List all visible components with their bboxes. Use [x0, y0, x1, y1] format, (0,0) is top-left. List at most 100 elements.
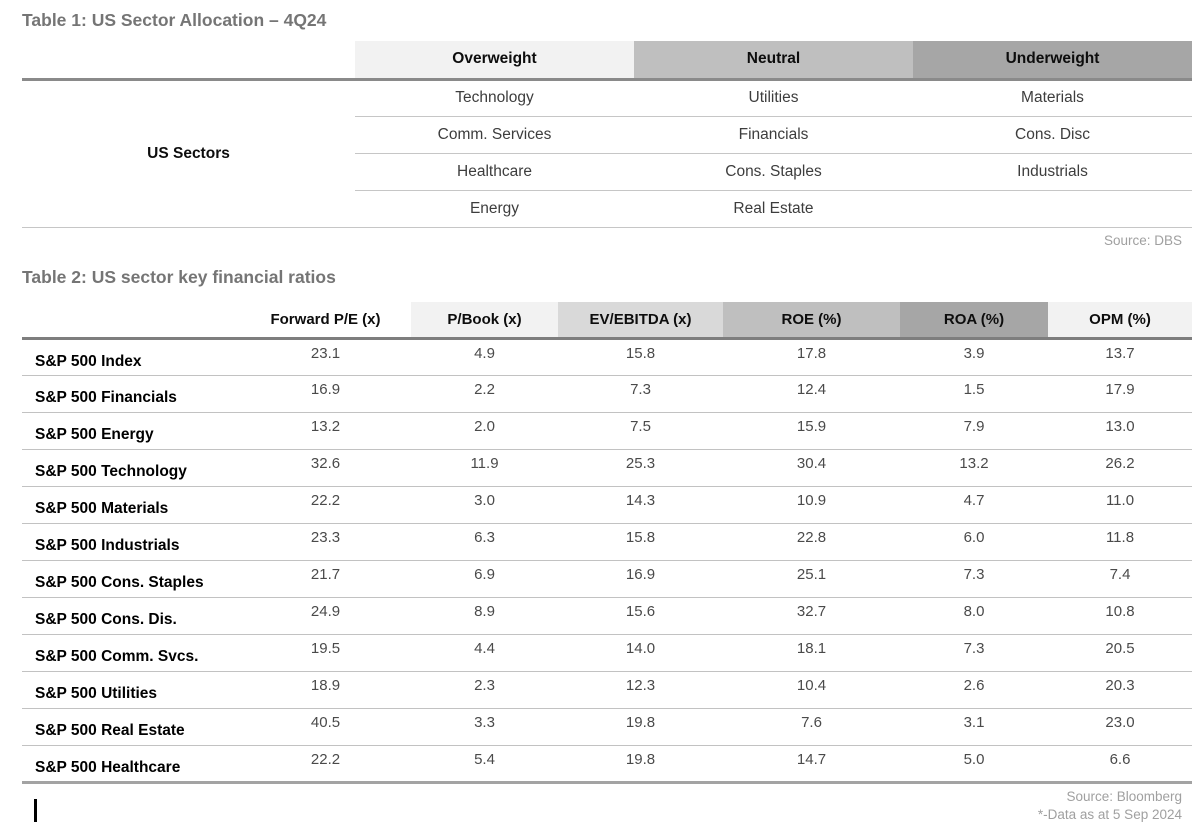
- table-header-row: Overweight Neutral Underweight: [22, 41, 1192, 81]
- cell: 11.9: [411, 449, 558, 487]
- cell: 19.8: [558, 745, 723, 784]
- cell: 20.5: [1048, 634, 1192, 672]
- cell: 3.0: [411, 486, 558, 524]
- table2-source-note: Source: Bloomberg: [1066, 789, 1182, 804]
- cell: Financials: [634, 116, 913, 154]
- row-label: S&P 500 Utilities: [22, 671, 240, 709]
- cell: 3.1: [900, 708, 1048, 746]
- cell: 16.9: [558, 560, 723, 598]
- row-label: S&P 500 Industrials: [22, 523, 240, 561]
- row-label: S&P 500 Cons. Dis.: [22, 597, 240, 635]
- cell: Industrials: [913, 153, 1192, 191]
- row-label: S&P 500 Cons. Staples: [22, 560, 240, 598]
- row-label: S&P 500 Financials: [22, 375, 240, 413]
- cell: 4.7: [900, 486, 1048, 524]
- cell: [913, 190, 1192, 227]
- table1-title: Table 1: US Sector Allocation – 4Q24: [22, 10, 327, 30]
- table-row: S&P 500 Comm. Svcs. 19.5 4.4 14.0 18.1 7…: [22, 634, 1192, 672]
- cell: 18.9: [240, 671, 411, 709]
- cell: 4.4: [411, 634, 558, 672]
- cell: 15.8: [558, 338, 723, 376]
- column-header-neutral: Neutral: [634, 41, 913, 81]
- cell: 23.3: [240, 523, 411, 561]
- cell: 22.8: [723, 523, 900, 561]
- cell: 20.3: [1048, 671, 1192, 709]
- cell: 8.9: [411, 597, 558, 635]
- cell: 18.1: [723, 634, 900, 672]
- cell: 7.3: [558, 375, 723, 413]
- cell: 26.2: [1048, 449, 1192, 487]
- table2-footer: Source: Bloomberg *-Data as at 5 Sep 202…: [22, 784, 1192, 824]
- table-row: S&P 500 Energy 13.2 2.0 7.5 15.9 7.9 13.…: [22, 412, 1192, 450]
- row-label: S&P 500 Real Estate: [22, 708, 240, 746]
- cell: 13.2: [240, 412, 411, 450]
- cell: 11.8: [1048, 523, 1192, 561]
- table-row: S&P 500 Healthcare 22.2 5.4 19.8 14.7 5.…: [22, 745, 1192, 784]
- cell: Materials: [913, 79, 1192, 117]
- cell: 11.0: [1048, 486, 1192, 524]
- table1-source-note: Source: DBS: [1103, 232, 1182, 248]
- cell: 8.0: [900, 597, 1048, 635]
- table2-title: Table 2: US sector key financial ratios: [22, 266, 336, 287]
- cell: Comm. Services: [355, 116, 634, 154]
- cell: 14.7: [723, 745, 900, 784]
- table-header-row: Forward P/E (x) P/Book (x) EV/EBITDA (x)…: [22, 301, 1192, 340]
- cell: Utilities: [634, 79, 913, 117]
- column-header-overweight: Overweight: [355, 41, 634, 81]
- cell: 10.4: [723, 671, 900, 709]
- cell: 6.6: [1048, 745, 1192, 784]
- table-row: S&P 500 Index 23.1 4.9 15.8 17.8 3.9 13.…: [22, 338, 1192, 376]
- cell: 3.9: [900, 338, 1048, 376]
- cell: 7.9: [900, 412, 1048, 450]
- cell: 13.7: [1048, 338, 1192, 376]
- cell: Healthcare: [355, 153, 634, 191]
- cell: 17.9: [1048, 375, 1192, 413]
- table-row: US Sectors Technology Utilities Material…: [22, 79, 1192, 162]
- cell: 23.1: [240, 338, 411, 376]
- row-label: S&P 500 Technology: [22, 449, 240, 487]
- table-row: S&P 500 Utilities 18.9 2.3 12.3 10.4 2.6…: [22, 671, 1192, 709]
- row-label: S&P 500 Energy: [22, 412, 240, 450]
- row-label: S&P 500 Comm. Svcs.: [22, 634, 240, 672]
- cell: 16.9: [240, 375, 411, 413]
- cell: 4.9: [411, 338, 558, 376]
- column-header-opm: OPM (%): [1048, 301, 1192, 340]
- cell: 6.0: [900, 523, 1048, 561]
- row-group-label: US Sectors: [147, 144, 230, 162]
- cell: Cons. Staples: [634, 153, 913, 191]
- blank-header-cell: [22, 301, 240, 340]
- column-header-roe: ROE (%): [723, 301, 900, 340]
- cell: 23.0: [1048, 708, 1192, 746]
- table-row: Energy Real Estate: [22, 190, 1192, 227]
- cell: 15.8: [558, 523, 723, 561]
- cell: 21.7: [240, 560, 411, 598]
- cell: 3.3: [411, 708, 558, 746]
- cell: 2.0: [411, 412, 558, 450]
- table-row: Healthcare Cons. Staples Industrials: [22, 153, 1192, 191]
- cell: 22.2: [240, 745, 411, 784]
- cell: 25.3: [558, 449, 723, 487]
- table-row: S&P 500 Industrials 23.3 6.3 15.8 22.8 6…: [22, 523, 1192, 561]
- cell: 32.6: [240, 449, 411, 487]
- table-row: S&P 500 Cons. Staples 21.7 6.9 16.9 25.1…: [22, 560, 1192, 598]
- cell: 17.8: [723, 338, 900, 376]
- row-label: S&P 500 Materials: [22, 486, 240, 524]
- cell: 15.9: [723, 412, 900, 450]
- column-header-underweight: Underweight: [913, 41, 1192, 81]
- cell: 7.3: [900, 634, 1048, 672]
- cell: 22.2: [240, 486, 411, 524]
- cell: 7.5: [558, 412, 723, 450]
- cell: 2.6: [900, 671, 1048, 709]
- column-header-forward-pe: Forward P/E (x): [240, 301, 411, 340]
- table-row: S&P 500 Real Estate 40.5 3.3 19.8 7.6 3.…: [22, 708, 1192, 746]
- cell: 7.3: [900, 560, 1048, 598]
- cell: 10.9: [723, 486, 900, 524]
- column-header-roa: ROA (%): [900, 301, 1048, 340]
- cell: 6.9: [411, 560, 558, 598]
- cell: Cons. Disc: [913, 116, 1192, 154]
- cell: 24.9: [240, 597, 411, 635]
- financial-ratios-table: Forward P/E (x) P/Book (x) EV/EBITDA (x)…: [22, 301, 1192, 784]
- row-label: S&P 500 Healthcare: [22, 745, 240, 784]
- sector-allocation-table: Overweight Neutral Underweight US Sector…: [22, 41, 1192, 228]
